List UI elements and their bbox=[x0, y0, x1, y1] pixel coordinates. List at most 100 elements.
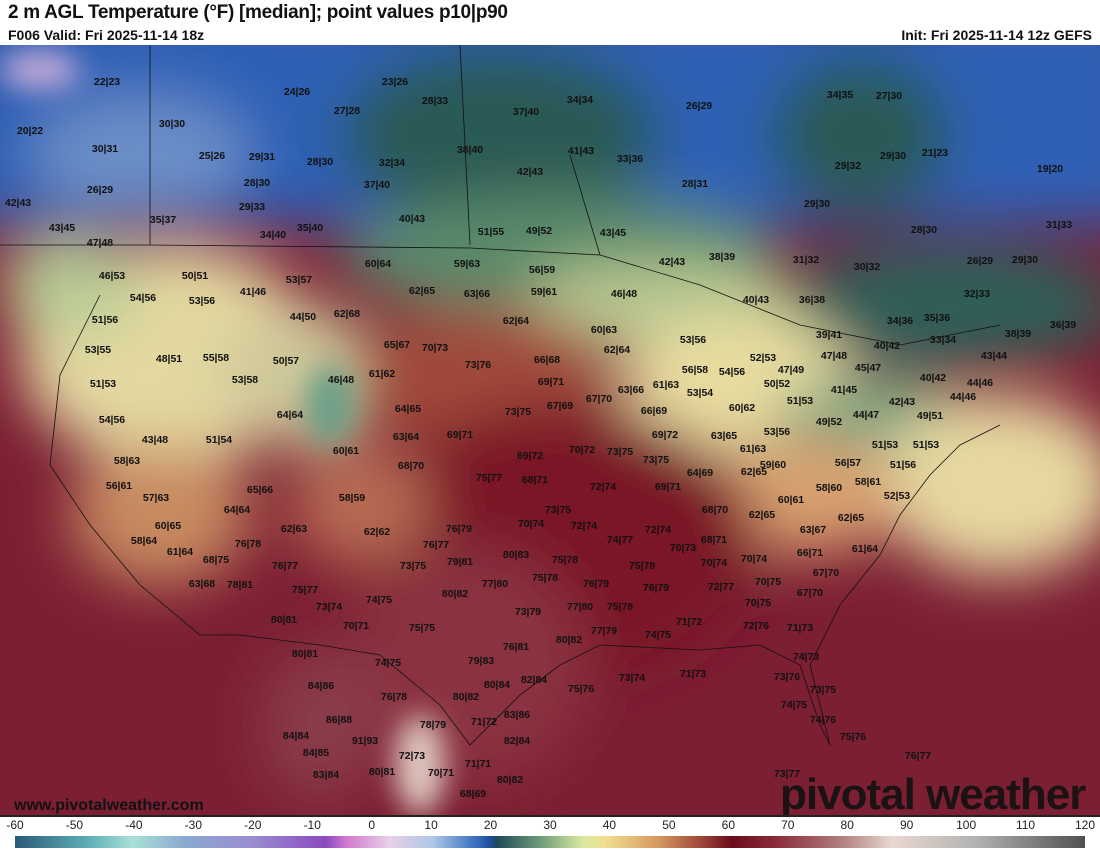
point-value-label: 43|44 bbox=[980, 350, 1008, 362]
point-value-label: 68|71 bbox=[700, 534, 728, 546]
point-value-label: 80|82 bbox=[441, 588, 469, 600]
point-value-label: 29|30 bbox=[879, 150, 907, 162]
point-value-label: 58|60 bbox=[815, 482, 843, 494]
point-value-label: 78|81 bbox=[226, 579, 254, 591]
point-value-label: 73|75 bbox=[606, 446, 634, 458]
point-value-label: 62|65 bbox=[837, 512, 865, 524]
point-value-label: 63|65 bbox=[710, 430, 738, 442]
point-value-label: 56|59 bbox=[528, 264, 556, 276]
point-value-label: 42|43 bbox=[658, 256, 686, 268]
colorbar-tick-label: 40 bbox=[602, 818, 617, 832]
point-value-label: 44|50 bbox=[289, 311, 317, 323]
colorbar-tick-label: 110 bbox=[1015, 818, 1036, 832]
colorbar-tick-label: 120 bbox=[1074, 818, 1096, 832]
temperature-map[interactable]: www.pivotalweather.com pivotal weather 2… bbox=[0, 45, 1100, 817]
point-value-label: 76|77 bbox=[271, 560, 299, 572]
point-value-label: 29|31 bbox=[248, 151, 276, 163]
point-value-label: 76|78 bbox=[380, 691, 408, 703]
point-value-label: 59|61 bbox=[530, 286, 558, 298]
point-value-label: 64|65 bbox=[394, 403, 422, 415]
point-value-label: 75|76 bbox=[567, 683, 595, 695]
point-value-label: 75|76 bbox=[839, 731, 867, 743]
point-value-label: 70|74 bbox=[700, 557, 728, 569]
point-value-label: 52|53 bbox=[749, 352, 777, 364]
point-value-label: 67|70 bbox=[796, 587, 824, 599]
point-value-label: 45|47 bbox=[854, 362, 882, 374]
point-value-label: 60|64 bbox=[364, 258, 392, 270]
point-value-label: 29|30 bbox=[803, 198, 831, 210]
colorbar-tick-label: 100 bbox=[956, 818, 977, 832]
point-value-label: 57|63 bbox=[142, 492, 170, 504]
point-value-label: 65|67 bbox=[383, 339, 411, 351]
point-value-label: 44|46 bbox=[949, 391, 977, 403]
point-value-label: 40|42 bbox=[873, 340, 901, 352]
point-value-label: 70|74 bbox=[740, 553, 768, 565]
point-value-label: 34|35 bbox=[826, 89, 854, 101]
point-value-label: 49|52 bbox=[525, 225, 553, 237]
point-value-label: 60|61 bbox=[332, 445, 360, 457]
point-value-label: 35|36 bbox=[923, 312, 951, 324]
point-value-label: 56|58 bbox=[681, 364, 709, 376]
colorbar-tick-label: 20 bbox=[483, 818, 498, 832]
point-value-label: 73|74 bbox=[315, 601, 343, 613]
point-value-label: 63|64 bbox=[392, 431, 420, 443]
point-value-label: 28|33 bbox=[421, 95, 449, 107]
point-value-label: 47|49 bbox=[777, 364, 805, 376]
point-value-label: 83|86 bbox=[503, 709, 531, 721]
point-value-label: 60|62 bbox=[728, 402, 756, 414]
colorbar-ticks: -60 -50 -40 -30 -20 -10 0 10 20 30 40 50 60 70 80 90 100… bbox=[0, 818, 1100, 834]
point-value-label: 61|64 bbox=[166, 546, 194, 558]
point-value-label: 68|75 bbox=[202, 554, 230, 566]
point-value-label: 73|76 bbox=[464, 359, 492, 371]
point-value-label: 75|75 bbox=[408, 622, 436, 634]
point-value-label: 62|65 bbox=[740, 466, 768, 478]
point-value-label: 75|77 bbox=[475, 472, 503, 484]
colorbar-tick-label: 80 bbox=[840, 818, 854, 832]
point-value-label: 64|64 bbox=[223, 504, 251, 516]
point-value-label: 70|75 bbox=[744, 597, 772, 609]
point-value-label: 73|74 bbox=[618, 672, 646, 684]
point-value-label: 75|78 bbox=[551, 554, 579, 566]
point-value-label: 51|53 bbox=[871, 439, 899, 451]
temperature-field bbox=[0, 45, 1100, 815]
point-value-label: 63|66 bbox=[617, 384, 645, 396]
point-value-label: 80|82 bbox=[452, 691, 480, 703]
point-value-label: 31|32 bbox=[792, 254, 820, 266]
init-time: Init: Fri 2025-11-14 12z GEFS bbox=[901, 27, 1092, 43]
point-value-label: 91|93 bbox=[351, 735, 379, 747]
point-value-label: 82|84 bbox=[520, 674, 548, 686]
point-value-label: 51|53 bbox=[89, 378, 117, 390]
point-value-label: 23|26 bbox=[381, 76, 409, 88]
point-value-label: 62|65 bbox=[408, 285, 436, 297]
point-value-label: 69|72 bbox=[651, 429, 679, 441]
point-value-label: 51|56 bbox=[91, 314, 119, 326]
point-value-label: 27|28 bbox=[333, 105, 361, 117]
colorbar-tick-label: -30 bbox=[184, 818, 202, 832]
point-value-label: 50|57 bbox=[272, 355, 300, 367]
point-value-label: 35|37 bbox=[149, 214, 177, 226]
point-value-label: 69|71 bbox=[654, 481, 682, 493]
point-value-label: 84|85 bbox=[302, 747, 330, 759]
point-value-label: 54|56 bbox=[129, 292, 157, 304]
point-value-label: 68|69 bbox=[459, 788, 487, 800]
point-value-label: 34|34 bbox=[566, 94, 594, 106]
point-value-label: 80|81 bbox=[291, 648, 319, 660]
point-value-label: 51|55 bbox=[477, 226, 505, 238]
point-value-label: 77|80 bbox=[566, 601, 594, 613]
point-value-label: 84|86 bbox=[307, 680, 335, 692]
point-value-label: 51|53 bbox=[912, 439, 940, 451]
site-url[interactable]: www.pivotalweather.com bbox=[14, 797, 204, 814]
point-value-label: 26|29 bbox=[86, 184, 114, 196]
point-value-label: 55|58 bbox=[202, 352, 230, 364]
point-value-label: 51|54 bbox=[205, 434, 233, 446]
point-value-label: 41|43 bbox=[567, 145, 595, 157]
colorbar-tick-label: -10 bbox=[303, 818, 321, 832]
point-value-label: 70|73 bbox=[669, 542, 697, 554]
point-value-label: 43|45 bbox=[599, 227, 627, 239]
point-value-label: 29|33 bbox=[238, 201, 266, 213]
point-value-label: 68|70 bbox=[701, 504, 729, 516]
point-value-label: 60|63 bbox=[590, 324, 618, 336]
point-value-label: 80|84 bbox=[483, 679, 511, 691]
point-value-label: 56|57 bbox=[834, 457, 862, 469]
point-value-label: 74|75 bbox=[644, 629, 672, 641]
